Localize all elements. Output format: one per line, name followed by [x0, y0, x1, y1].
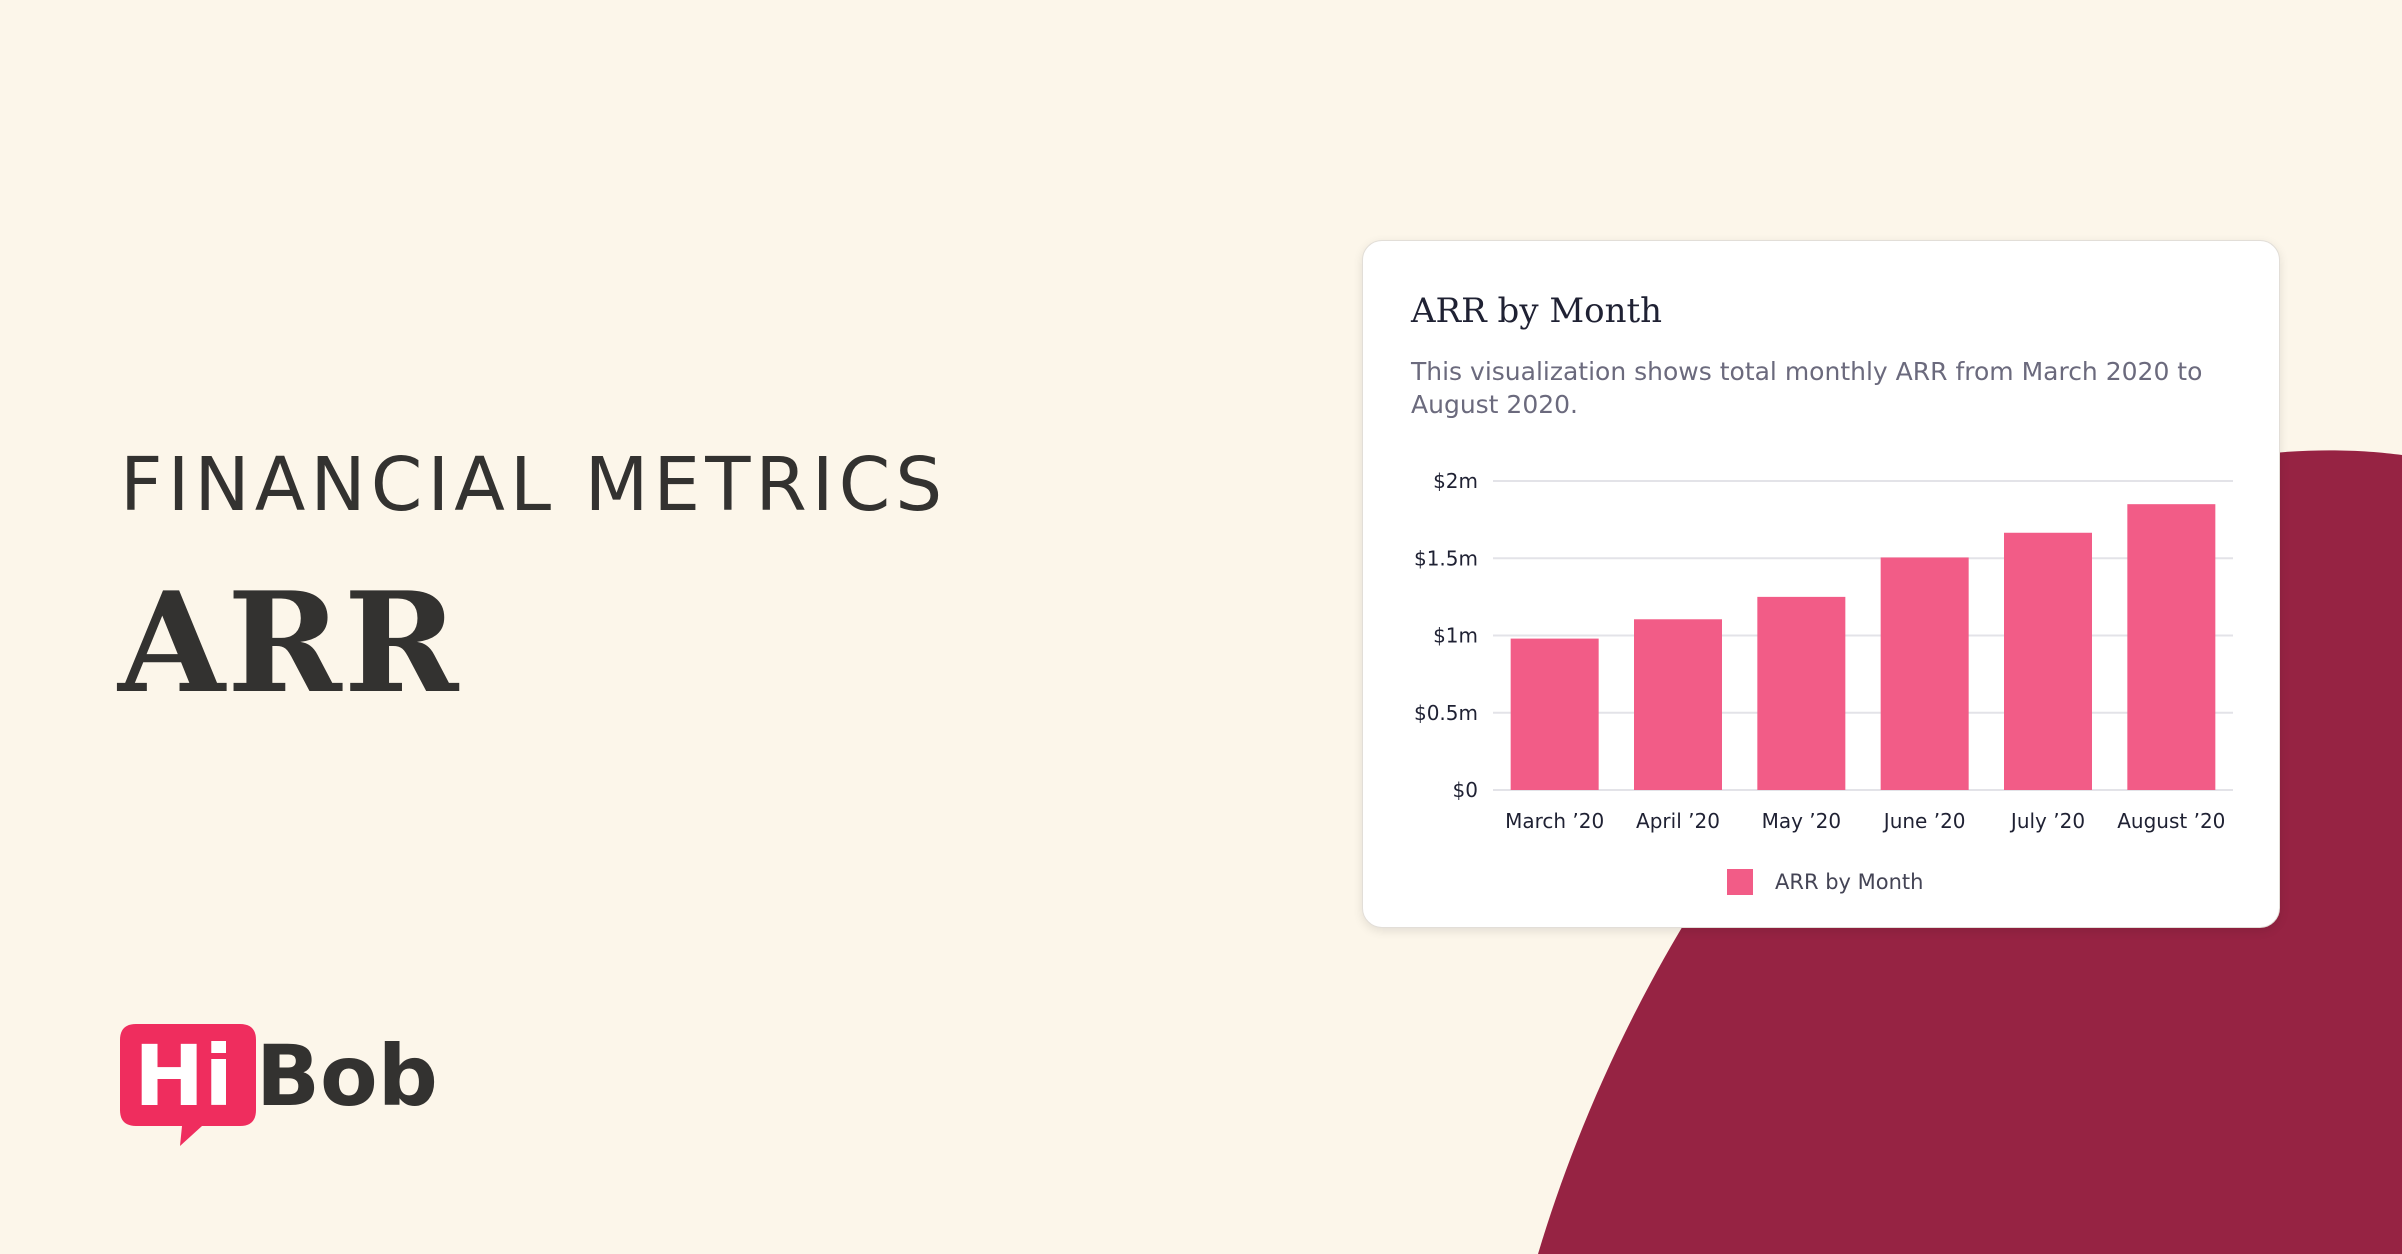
- logo-hi-text: Hi: [134, 1027, 234, 1125]
- bar-chart: $0 $0.5m $1m $1.5m $2m March ’20 April ’20 May …: [1414, 469, 2233, 833]
- chart-card: ARR by Month This visualization shows to…: [1362, 240, 2280, 928]
- y-tick-label: $0.5m: [1414, 701, 1478, 725]
- chart-description: This visualization shows total monthly A…: [1411, 357, 2203, 419]
- bar: [1510, 638, 1599, 790]
- x-tick-label: July ’20: [2009, 809, 2085, 833]
- x-tick-label: April ’20: [1636, 809, 1720, 833]
- chart-title: ARR by Month: [1411, 291, 1663, 331]
- eyebrow-text: FINANCIAL METRICS: [120, 442, 948, 528]
- bar: [2127, 504, 2216, 790]
- x-tick-label: May ’20: [1762, 809, 1842, 833]
- speech-bubble-icon: [120, 1024, 256, 1146]
- y-tick-label: $0: [1453, 778, 1478, 802]
- y-tick-label: $2m: [1433, 469, 1478, 493]
- chart-legend: ARR by Month: [1727, 867, 1923, 897]
- hibob-logo: Hi Bob: [120, 1024, 440, 1154]
- x-tick-label: March ’20: [1505, 809, 1604, 833]
- y-tick-label: $1.5m: [1414, 546, 1478, 570]
- legend-label: ARR by Month: [1775, 870, 1924, 894]
- legend-swatch: [1727, 869, 1753, 895]
- x-tick-label: June ’20: [1882, 809, 1966, 833]
- bar: [1880, 557, 1969, 790]
- y-tick-label: $1m: [1433, 624, 1478, 648]
- bar: [1634, 619, 1722, 790]
- headline: ARR: [118, 561, 461, 724]
- bar: [1757, 596, 1846, 790]
- bar: [2004, 532, 2092, 790]
- logo-bob-text: Bob: [256, 1027, 438, 1125]
- x-tick-label: August ’20: [2117, 809, 2225, 833]
